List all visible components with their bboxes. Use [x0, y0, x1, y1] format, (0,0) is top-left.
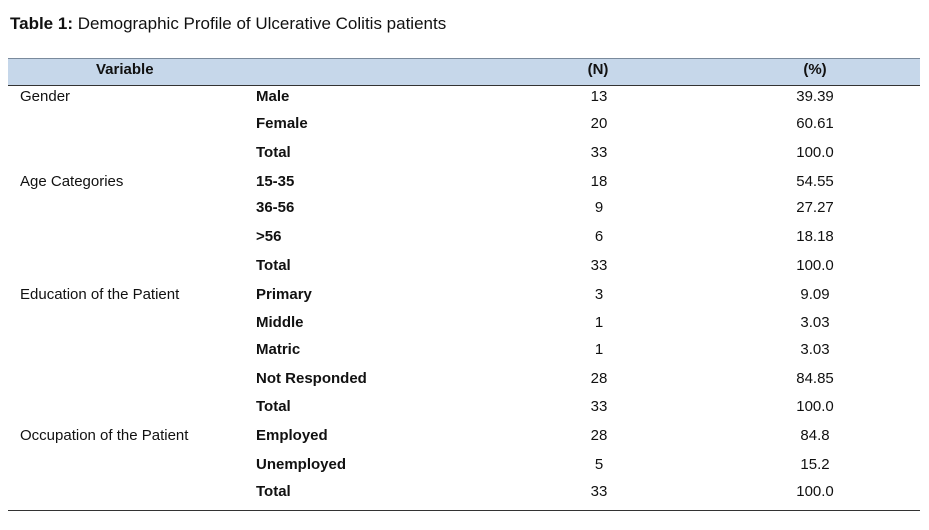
row-label: Total: [256, 483, 291, 500]
row-label: Middle: [256, 314, 304, 331]
count-cell: 33: [590, 483, 608, 500]
count-cell: 33: [590, 144, 608, 161]
row-label: Employed: [256, 427, 328, 444]
count-cell: 33: [590, 257, 608, 274]
row-label: Unemployed: [256, 456, 347, 473]
count-cell: 18: [590, 173, 608, 190]
caption-text: Demographic Profile of Ulcerative Coliti…: [77, 14, 447, 33]
count-cell: 1: [594, 341, 604, 358]
row-label: Matric: [256, 341, 301, 358]
percent-cell: 39.39: [796, 88, 834, 105]
count-cell: 28: [590, 427, 608, 444]
count-cell: 28: [590, 370, 608, 387]
group-label: Gender: [20, 88, 71, 105]
count-cell: 13: [590, 88, 608, 105]
percent-cell: 27.27: [796, 199, 834, 216]
count-cell: 20: [590, 115, 608, 132]
count-cell: 1: [594, 314, 604, 331]
row-label: 36-56: [256, 199, 295, 216]
bottom-rule: [8, 510, 920, 511]
count-cell: 6: [594, 228, 604, 245]
percent-cell: 84.85: [796, 370, 834, 387]
row-label: Not Responded: [256, 370, 367, 387]
group-label: Occupation of the Patient: [20, 427, 189, 444]
count-cell: 33: [590, 398, 608, 415]
header-cell: (%): [803, 61, 827, 78]
percent-cell: 100.0: [796, 144, 834, 161]
percent-cell: 18.18: [796, 228, 834, 245]
percent-cell: 54.55: [796, 173, 834, 190]
group-label: Age Categories: [20, 173, 124, 190]
percent-cell: 100.0: [796, 398, 834, 415]
row-label: 15-35: [256, 173, 295, 190]
percent-cell: 100.0: [796, 483, 834, 500]
caption-label: Table 1:: [10, 14, 73, 33]
count-cell: 5: [594, 456, 604, 473]
percent-cell: 15.2: [800, 456, 830, 473]
percent-cell: 3.03: [800, 341, 830, 358]
percent-cell: 3.03: [800, 314, 830, 331]
percent-cell: 60.61: [796, 115, 834, 132]
row-label: Female: [256, 115, 308, 132]
percent-cell: 84.8: [800, 427, 830, 444]
row-label: >56: [256, 228, 282, 245]
row-label: Total: [256, 398, 291, 415]
row-label: Total: [256, 257, 291, 274]
count-cell: 9: [594, 199, 604, 216]
table-caption: Table 1: Demographic Profile of Ulcerati…: [10, 15, 446, 33]
count-cell: 3: [594, 286, 604, 303]
header-cell: (N): [587, 61, 609, 78]
group-label: Education of the Patient: [20, 286, 180, 303]
header-band: [8, 58, 920, 86]
percent-cell: 100.0: [796, 257, 834, 274]
row-label: Total: [256, 144, 291, 161]
percent-cell: 9.09: [800, 286, 830, 303]
row-label: Primary: [256, 286, 312, 303]
header-cell: Variable: [96, 61, 154, 78]
row-label: Male: [256, 88, 290, 105]
